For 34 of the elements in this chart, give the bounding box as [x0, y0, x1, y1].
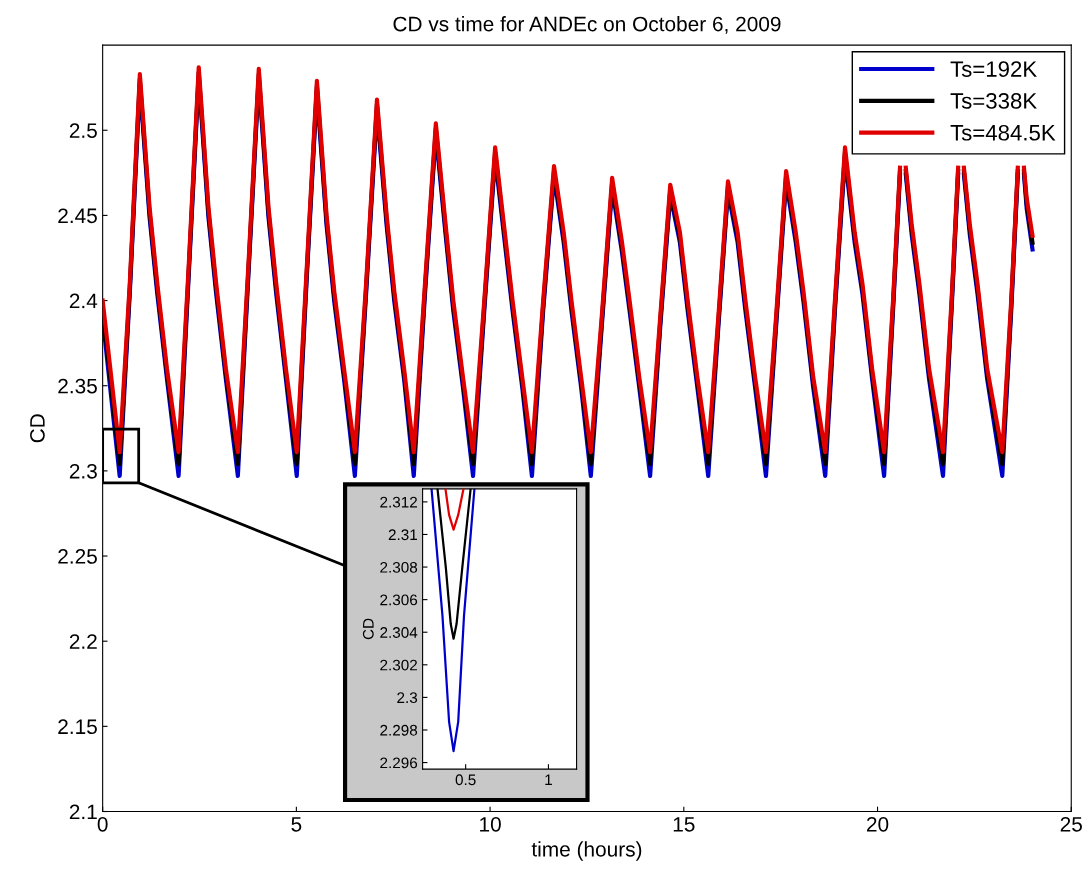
y-tick-label: 2.306 — [380, 594, 418, 606]
x-tick-label: 15 — [673, 817, 695, 832]
y-tick-label: 2.15 — [58, 719, 97, 735]
y-axis-title: CD — [362, 618, 374, 640]
y-tick-label: 2.3 — [397, 692, 418, 704]
x-tick-label: 1 — [545, 774, 552, 786]
y-tick-label: 2.1 — [69, 804, 97, 820]
x-tick-label: 5 — [291, 817, 302, 832]
y-tick-label: 2.312 — [380, 496, 417, 508]
y-tick-label: 2.3 — [69, 463, 97, 479]
x-tick-label: 25 — [1060, 816, 1082, 832]
x-tick-label: 0 — [97, 816, 108, 832]
x-tick-label: 0.5 — [455, 774, 476, 786]
y-tick-label: 2.298 — [380, 724, 418, 736]
y-tick-label: 2.308 — [380, 561, 418, 573]
x-tick-label: 10 — [480, 816, 501, 832]
y-tick-label: 2.304 — [380, 627, 418, 638]
chart-title: CD vs time for ANDEc on October 6, 2009 — [393, 16, 781, 34]
x-axis-title: time (hours) — [531, 841, 642, 861]
y-tick-label: 2.302 — [380, 659, 417, 671]
y-tick-label: 2.5 — [69, 123, 97, 138]
y-axis-title: CD — [30, 414, 45, 443]
y-tick-label: 2.45 — [58, 208, 97, 224]
y-tick-label: 2.4 — [69, 293, 98, 309]
y-tick-label: 2.296 — [380, 757, 418, 769]
y-tick-label: 2.2 — [69, 634, 97, 649]
y-tick-label: 2.25 — [58, 549, 97, 564]
y-tick-label: 2.31 — [388, 529, 417, 541]
legend-label: Ts=338K — [950, 93, 1037, 109]
x-tick-label: 20 — [866, 816, 889, 832]
legend-label: Ts=484.5K — [950, 124, 1056, 141]
y-tick-label: 2.35 — [58, 378, 97, 394]
legend-label: Ts=192K — [950, 61, 1037, 77]
line-series — [430, 488, 476, 753]
